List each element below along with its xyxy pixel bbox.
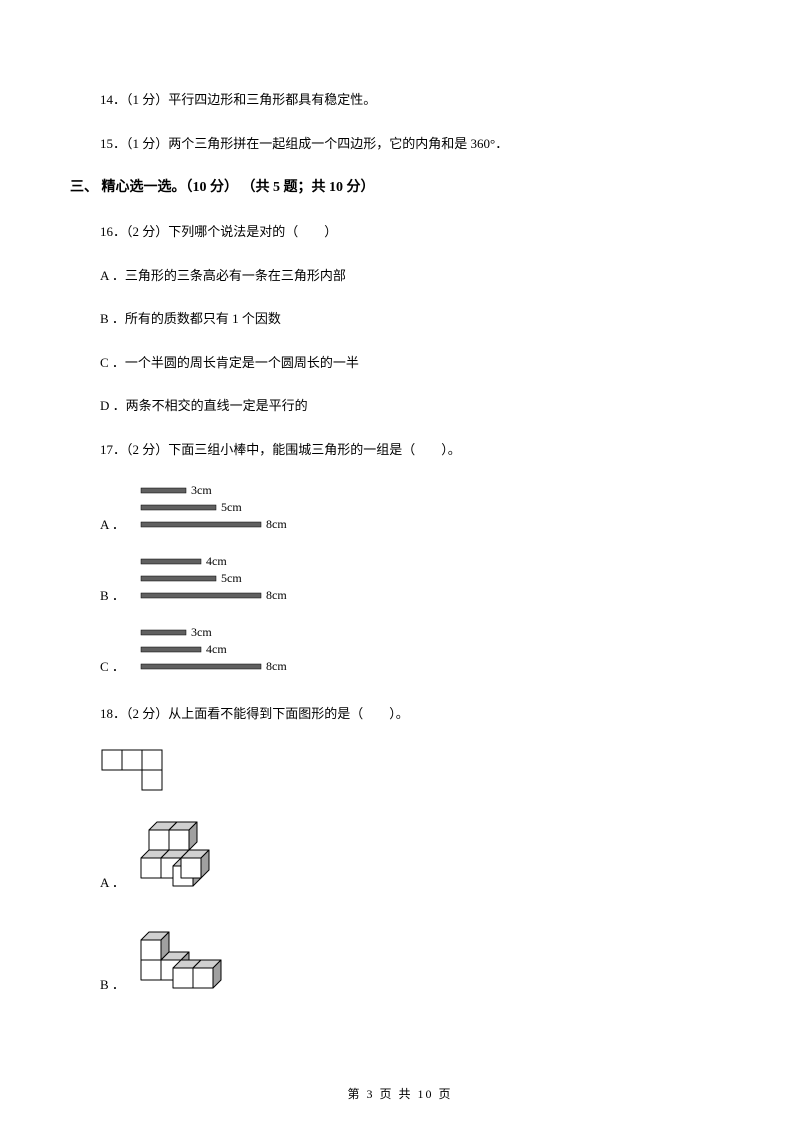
q17-points: （2 分） [126,442,168,457]
q16-num: 16． [100,224,126,239]
section-subtitle: （共 5 题；共 10 分） [238,180,375,195]
sticks-c-icon: 3cm 4cm 8cm [131,625,311,680]
q18-text: 从上面看不能得到下面图形的是（ ）。 [168,706,409,721]
q17-option-c: C ． 3cm 4cm 8cm [100,625,700,680]
svg-text:5cm: 5cm [221,571,242,585]
svg-text:3cm: 3cm [191,483,212,497]
svg-text:8cm: 8cm [266,517,287,531]
q18-label-b: B ． [100,975,125,999]
q17-option-a: A ． 3cm 5cm 8cm [100,483,700,538]
svg-text:4cm: 4cm [206,642,227,656]
q18-option-b: B ． [100,920,700,998]
svg-text:5cm: 5cm [221,500,242,514]
q15-num: 15． [100,136,126,151]
q18-points: （2 分） [126,706,168,721]
q14-text: 平行四边形和三角形都具有稳定性。 [168,92,376,107]
section-prefix: 三、 [70,180,98,195]
q16-option-d: D ．两条不相交的直线一定是平行的 [100,396,700,416]
q15-points: （1 分） [126,136,168,151]
q16-option-c: C ．一个半圆的周长肯定是一个圆周长的一半 [100,353,700,373]
q14-num: 14． [100,92,126,107]
q17-label-b: B ． [100,586,125,610]
svg-text:8cm: 8cm [266,659,287,673]
section-title-text: 精心选一选。（10 分） [98,180,238,195]
q18-option-a: A ． [100,818,700,896]
q17-text: 下面三组小棒中，能围城三角形的一组是（ ）。 [168,442,461,457]
question-15: 15．（1 分）两个三角形拼在一起组成一个四边形，它的内角和是 360°． [100,134,700,154]
page-footer: 第 3 页 共 10 页 [0,1085,800,1102]
q17-option-b: B ． 4cm 5cm 8cm [100,554,700,609]
q18-num: 18． [100,706,126,721]
q16-option-a: A ．三角形的三条高必有一条在三角形内部 [100,266,700,286]
q17-label-a: A ． [100,515,125,539]
svg-text:3cm: 3cm [191,625,212,639]
cubes-b-icon [131,920,241,990]
squares-top-view-icon [100,748,190,793]
q18-reference-figure [100,748,700,799]
q17-label-c: C ． [100,657,125,681]
section-3-title: 三、 精心选一选。（10 分） （共 5 题；共 10 分） [70,177,700,198]
q16-option-b: B ．所有的质数都只有 1 个因数 [100,309,700,329]
question-18: 18．（2 分）从上面看不能得到下面图形的是（ ）。 [100,704,700,724]
footer-text: 第 3 页 共 10 页 [347,1087,452,1101]
q17-num: 17． [100,442,126,457]
q15-text: 两个三角形拼在一起组成一个四边形，它的内角和是 360°． [168,136,508,151]
svg-text:4cm: 4cm [206,554,227,568]
question-16: 16．（2 分）下列哪个说法是对的（ ） [100,222,700,242]
cubes-a-icon [131,818,231,888]
svg-text:8cm: 8cm [266,588,287,602]
q16-text: 下列哪个说法是对的（ ） [168,224,337,239]
question-17: 17．（2 分）下面三组小棒中，能围城三角形的一组是（ ）。 [100,440,700,460]
q18-label-a: A ． [100,873,125,897]
q16-points: （2 分） [126,224,168,239]
sticks-a-icon: 3cm 5cm 8cm [131,483,311,538]
q14-points: （1 分） [126,92,168,107]
question-14: 14．（1 分）平行四边形和三角形都具有稳定性。 [100,90,700,110]
sticks-b-icon: 4cm 5cm 8cm [131,554,311,609]
